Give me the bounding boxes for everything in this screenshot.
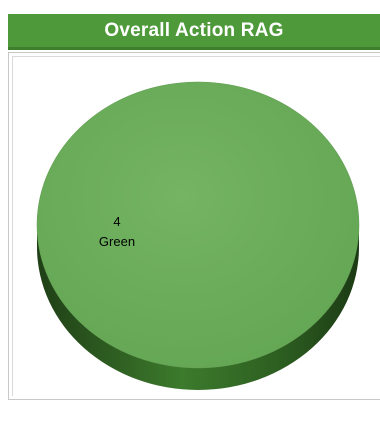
chart-frame-inner-top [12,56,380,57]
pie-slice-green [36,81,360,369]
slice-value-label: 4 [113,214,120,229]
pie-slices [36,81,360,390]
chart-frame [8,52,380,400]
chart-title: Overall Action RAG [8,14,380,50]
slice-category-label: Green [99,234,135,249]
chart-frame-inner-left [12,56,13,396]
